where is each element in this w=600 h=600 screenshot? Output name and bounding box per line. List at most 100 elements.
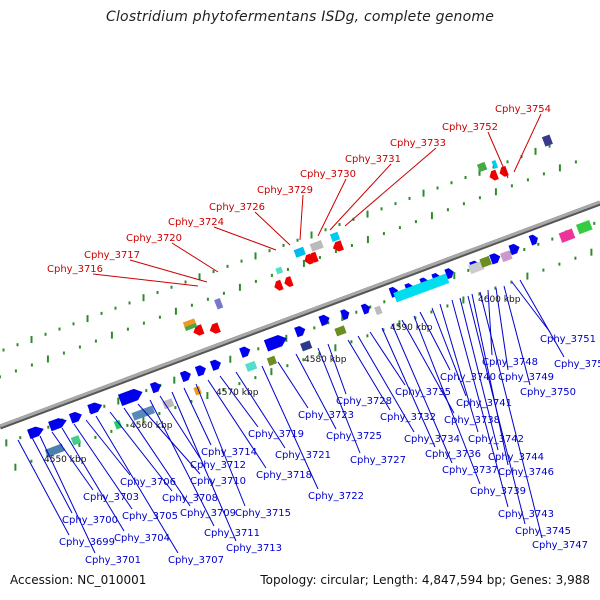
feature-box <box>245 360 258 372</box>
gene-leader-line <box>357 335 415 433</box>
gene-label-cphy-3729[interactable]: Cphy_3729 <box>257 185 313 196</box>
gene-label-cphy-3753[interactable]: Cphy_3753 <box>554 359 600 370</box>
gene-label-cphy-3713[interactable]: Cphy_3713 <box>226 543 282 554</box>
cds-forward-arrow <box>179 370 191 383</box>
gene-label-cphy-3752[interactable]: Cphy_3752 <box>442 122 498 133</box>
gene-label-cphy-3732[interactable]: Cphy_3732 <box>380 412 436 423</box>
cds-forward-arrow <box>444 268 454 280</box>
gene-label-cphy-3750[interactable]: Cphy_3750 <box>520 387 576 398</box>
gene-leader-line <box>61 427 125 532</box>
gene-leader-line <box>123 407 191 507</box>
genome-stats-text: Topology: circular; Length: 4,847,594 bp… <box>260 573 590 587</box>
gene-label-cphy-3720[interactable]: Cphy_3720 <box>126 233 182 244</box>
feature-box <box>300 340 313 352</box>
gene-label-cphy-3736[interactable]: Cphy_3736 <box>425 449 481 460</box>
gene-label-cphy-3738[interactable]: Cphy_3738 <box>444 415 500 426</box>
gene-label-cphy-3727[interactable]: Cphy_3727 <box>350 455 406 466</box>
gene-label-cphy-3748[interactable]: Cphy_3748 <box>482 357 538 368</box>
gene-label-cphy-3700[interactable]: Cphy_3700 <box>62 515 118 526</box>
gene-leader-line <box>254 211 291 246</box>
gene-label-cphy-3735[interactable]: Cphy_3735 <box>395 387 451 398</box>
gene-label-cphy-3715[interactable]: Cphy_3715 <box>235 508 291 519</box>
gene-label-cphy-3747[interactable]: Cphy_3747 <box>532 540 588 551</box>
gene-label-cphy-3731[interactable]: Cphy_3731 <box>345 154 401 165</box>
gene-label-cphy-3724[interactable]: Cphy_3724 <box>168 217 224 228</box>
gene-label-cphy-3718[interactable]: Cphy_3718 <box>256 470 312 481</box>
gene-label-cphy-3717[interactable]: Cphy_3717 <box>84 250 140 261</box>
gene-label-cphy-3704[interactable]: Cphy_3704 <box>114 533 170 544</box>
gene-leader-line <box>329 163 392 231</box>
gene-leader-line <box>95 415 179 554</box>
gene-leader-line <box>137 403 201 475</box>
gene-leader-line <box>183 387 212 446</box>
gene-label-cphy-3733[interactable]: Cphy_3733 <box>390 138 446 149</box>
feature-box <box>476 161 488 173</box>
feature-box <box>184 323 198 331</box>
feature-box <box>500 250 513 263</box>
gene-label-cphy-3722[interactable]: Cphy_3722 <box>308 491 364 502</box>
cds-forward-arrow <box>209 359 221 371</box>
gene-label-cphy-3712[interactable]: Cphy_3712 <box>190 460 246 471</box>
gene-label-cphy-3754[interactable]: Cphy_3754 <box>495 104 551 115</box>
gene-label-cphy-3707[interactable]: Cphy_3707 <box>168 555 224 566</box>
feature-box <box>334 325 347 337</box>
feature-box <box>393 273 450 303</box>
gene-label-cphy-3716[interactable]: Cphy_3716 <box>47 264 103 275</box>
gene-leader-line <box>391 323 453 464</box>
gene-leader-line <box>487 289 493 356</box>
gene-leader-line <box>369 331 406 386</box>
cds-forward-arrow <box>508 243 520 256</box>
gene-label-cphy-3706[interactable]: Cphy_3706 <box>120 477 176 488</box>
gene-label-cphy-3749[interactable]: Cphy_3749 <box>498 372 554 383</box>
gene-leader-line <box>347 339 391 411</box>
feature-box <box>214 298 224 310</box>
cds-forward-arrow <box>68 411 82 424</box>
gene-label-cphy-3737[interactable]: Cphy_3737 <box>442 465 498 476</box>
kbp-label: 4570 kbp <box>216 388 259 398</box>
gene-label-cphy-3739[interactable]: Cphy_3739 <box>470 486 526 497</box>
gene-label-cphy-3725[interactable]: Cphy_3725 <box>326 431 382 442</box>
gene-leader-line <box>511 281 551 333</box>
gene-label-cphy-3728[interactable]: Cphy_3728 <box>336 396 392 407</box>
gene-label-cphy-3705[interactable]: Cphy_3705 <box>122 511 178 522</box>
gene-label-cphy-3701[interactable]: Cphy_3701 <box>85 555 141 566</box>
gene-leader-line <box>413 315 481 485</box>
gene-leader-line <box>381 327 436 448</box>
gene-label-cphy-3710[interactable]: Cphy_3710 <box>190 476 246 487</box>
gene-label-cphy-3740[interactable]: Cphy_3740 <box>440 372 496 383</box>
cds-forward-arrow <box>48 418 67 432</box>
gene-label-cphy-3714[interactable]: Cphy_3714 <box>201 447 257 458</box>
gene-label-cphy-3730[interactable]: Cphy_3730 <box>300 169 356 180</box>
gene-leader-line <box>195 383 246 507</box>
gene-label-cphy-3751[interactable]: Cphy_3751 <box>540 334 596 345</box>
gene-label-cphy-3746[interactable]: Cphy_3746 <box>498 467 554 478</box>
gene-label-cphy-3741[interactable]: Cphy_3741 <box>456 398 512 409</box>
gene-label-cphy-3744[interactable]: Cphy_3744 <box>488 452 544 463</box>
feature-box <box>309 240 324 252</box>
gene-leader-line <box>419 311 451 371</box>
gene-leader-line <box>344 147 437 227</box>
gene-leader-line <box>295 353 337 430</box>
gene-label-cphy-3708[interactable]: Cphy_3708 <box>162 493 218 504</box>
gene-leader-line <box>92 273 199 287</box>
cds-forward-arrow <box>27 426 44 440</box>
gene-label-cphy-3745[interactable]: Cphy_3745 <box>515 526 571 537</box>
cds-forward-arrow <box>194 365 206 377</box>
gene-leader-line <box>27 429 73 514</box>
gene-label-cphy-3703[interactable]: Cphy_3703 <box>83 492 139 503</box>
gene-label-cphy-3723[interactable]: Cphy_3723 <box>298 410 354 421</box>
feature-box <box>44 443 65 458</box>
feature-box <box>113 419 123 430</box>
gene-label-cphy-3743[interactable]: Cphy_3743 <box>498 509 554 520</box>
feature-box <box>162 398 175 410</box>
cds-forward-arrow <box>360 303 371 315</box>
feature-box <box>70 435 82 446</box>
gene-label-cphy-3742[interactable]: Cphy_3742 <box>468 434 524 445</box>
gene-label-cphy-3711[interactable]: Cphy_3711 <box>204 528 260 539</box>
gene-leader-line <box>17 439 70 536</box>
kbp-label: 4600 kbp <box>478 295 521 305</box>
gene-label-cphy-3726[interactable]: Cphy_3726 <box>209 202 265 213</box>
gene-label-cphy-3699[interactable]: Cphy_3699 <box>59 537 115 548</box>
